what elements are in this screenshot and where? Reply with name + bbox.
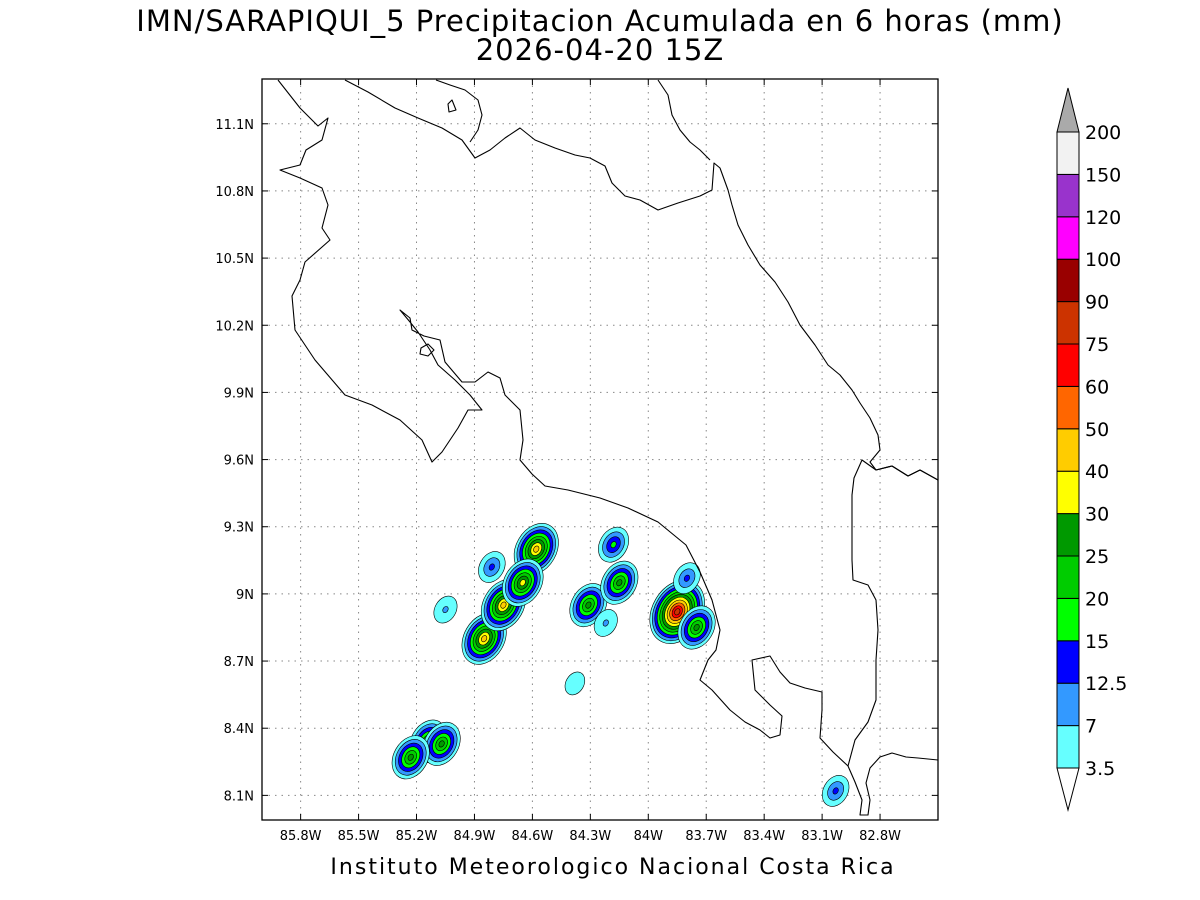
lon-tick-label: 85.2W: [396, 829, 438, 844]
footer-credit: Instituto Meteorologico Nacional Costa R…: [330, 855, 896, 880]
colorbar-swatch: [1056, 555, 1080, 599]
colorbar-level-label: 40: [1085, 461, 1109, 483]
colorbar-level-label: 90: [1085, 292, 1109, 314]
colorbar-level-label: 75: [1085, 334, 1109, 356]
lat-tick-label: 10.8N: [215, 185, 254, 200]
colorbar-swatch: [1056, 682, 1080, 727]
precip-cell: [478, 551, 506, 583]
colorbar-swatch: [1056, 385, 1080, 430]
lon-tick-label: 85.5W: [338, 829, 380, 844]
precip-contour: [488, 563, 495, 571]
lon-tick-label: 85.8W: [280, 829, 322, 844]
lon-tick-label: 82.8W: [859, 829, 901, 844]
coastline: [277, 79, 938, 816]
colorbar-swatch: [1056, 428, 1080, 472]
colorbar-level-label: 15: [1085, 631, 1109, 653]
precip-contour: [610, 541, 617, 549]
precip-cell: [821, 775, 850, 807]
precip-cell: [677, 605, 716, 650]
colorbar-level-label: 25: [1085, 546, 1109, 568]
colorbar-level-label: 20: [1085, 588, 1109, 610]
colorbar-swatch: [1056, 640, 1080, 684]
colorbar-swatch: [1056, 597, 1080, 642]
precip-cell: [433, 595, 458, 624]
precip-contour: [564, 671, 586, 696]
colorbar-swatch: [1056, 258, 1080, 303]
precip-cell: [598, 526, 629, 563]
precip-contour: [500, 601, 507, 609]
colorbar-swatch: [1056, 216, 1080, 260]
precip-cell: [564, 671, 586, 696]
lon-tick-label: 83.7W: [685, 829, 727, 844]
colorbar-swatch: [1056, 725, 1080, 769]
map-frame: [261, 78, 939, 821]
precip-cell: [502, 558, 544, 607]
colorbar-level-label: 100: [1085, 249, 1121, 271]
colorbar: 3.5 7 12.5 15 20 25 30 40 50 60 75 90 100 120 150 200: [1056, 87, 1127, 812]
colorbar-swatch: [1056, 173, 1080, 218]
lon-tick-label: 84.9W: [454, 829, 496, 844]
lat-tick-label: 10.5N: [215, 252, 254, 267]
colorbar-level-label: 30: [1085, 504, 1109, 526]
precipitation-field: [391, 523, 850, 807]
precip-cell: [600, 560, 639, 605]
axis-ticks: 85.8W 85.5W 85.2W 84.9W 84.6W 84.3W 84W 83.7W 83…: [215, 79, 938, 844]
precip-contour: [585, 601, 592, 609]
precip-contour: [832, 787, 839, 795]
colorbar-level-label: 200: [1085, 122, 1121, 144]
lon-tick-label: 84.6W: [511, 829, 553, 844]
lat-tick-label: 8.7N: [224, 655, 254, 670]
precip-cell: [673, 562, 701, 595]
colorbar-swatch: [1056, 513, 1080, 557]
precip-cell: [422, 721, 461, 766]
lat-tick-label: 8.4N: [224, 722, 254, 737]
precip-contour: [533, 545, 540, 553]
precip-contour: [438, 740, 445, 748]
precip-contour: [674, 608, 681, 616]
colorbar-swatch: [1056, 470, 1080, 515]
chart-title: IMN/SARAPIQUI_5 Precipitacion Acumulada …: [136, 4, 1064, 38]
lon-tick-label: 84W: [634, 829, 664, 844]
precip-contour: [616, 579, 623, 587]
colorbar-under-arrow: [1056, 767, 1080, 812]
colorbar-level-label: 12.5: [1085, 673, 1127, 695]
lat-tick-label: 9.6N: [224, 454, 254, 469]
lat-tick-label: 10.2N: [215, 319, 254, 334]
lat-tick-label: 11.1N: [215, 118, 254, 133]
colorbar-swatch: [1056, 131, 1080, 175]
colorbar-level-label: 50: [1085, 419, 1109, 441]
colorbar-swatch: [1056, 343, 1080, 387]
lat-tick-label: 9.9N: [224, 386, 254, 401]
precip-cell: [391, 735, 430, 780]
precip-contour: [519, 579, 526, 587]
colorbar-level-label: 60: [1085, 376, 1109, 398]
lat-tick-label: 9N: [236, 588, 254, 603]
chart-subtitle-datetime: 2026-04-20 15Z: [475, 33, 725, 67]
precip-contour: [693, 623, 700, 631]
colorbar-swatch: [1056, 301, 1080, 345]
colorbar-level-label: 120: [1085, 207, 1121, 229]
precip-contour: [602, 619, 609, 627]
precip-contour: [683, 574, 690, 582]
lon-tick-label: 84.3W: [569, 829, 611, 844]
colorbar-level-label: 3.5: [1085, 758, 1115, 780]
colorbar-level-label: 7: [1085, 716, 1097, 738]
precip-contour: [407, 753, 414, 761]
lon-tick-label: 83.1W: [801, 829, 843, 844]
lon-tick-label: 83.4W: [743, 829, 785, 844]
lat-lon-grid: [262, 79, 938, 820]
precip-contour: [442, 606, 449, 614]
lat-tick-label: 8.1N: [224, 789, 254, 804]
precip-cell: [593, 609, 618, 637]
lat-tick-label: 9.3N: [224, 521, 254, 536]
precip-contour: [481, 635, 488, 643]
colorbar-level-label: 150: [1085, 164, 1121, 186]
colorbar-over-arrow: [1056, 87, 1080, 133]
